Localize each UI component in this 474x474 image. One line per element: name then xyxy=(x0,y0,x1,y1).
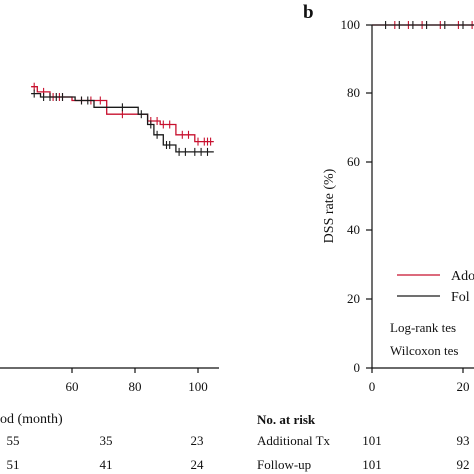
right-y-tick-label: 100 xyxy=(341,17,361,32)
legend-label-follow-up: Fol xyxy=(451,290,470,305)
right-y-tick-label: 0 xyxy=(354,360,361,375)
left-risk-value: 24 xyxy=(191,457,205,472)
left-risk-value: 23 xyxy=(191,433,204,448)
right-y-tick-label: 60 xyxy=(347,154,360,169)
risk-table-title: No. at risk xyxy=(257,412,316,427)
right-y-tick-label: 80 xyxy=(347,85,360,100)
left-risk-value: 41 xyxy=(100,457,113,472)
left-x-tick-label: 100 xyxy=(188,379,208,394)
right-risk-value: 92 xyxy=(457,457,470,472)
left-x-axis-label: od (month) xyxy=(0,412,63,427)
left-risk-value: 55 xyxy=(7,433,20,448)
wilcoxon-test-text: Wilcoxon tes xyxy=(390,343,458,358)
left-x-tick-label: 60 xyxy=(66,379,79,394)
right-risk-value: 101 xyxy=(362,457,382,472)
left-curves xyxy=(31,82,214,156)
risk-row-label-follow-up: Follow-up xyxy=(257,457,311,472)
right-y-tick-label: 20 xyxy=(347,291,360,306)
right-x-tick-label: 20 xyxy=(457,379,470,394)
right-curves xyxy=(372,21,474,29)
left-survival-curve-follow-up xyxy=(31,92,214,153)
left-survival-curve-additional xyxy=(31,86,214,143)
panel-label-b: b xyxy=(303,2,314,23)
right-risk-value: 93 xyxy=(457,433,470,448)
log-rank-test-text: Log-rank tes xyxy=(390,320,456,335)
right-y-tick-label: 40 xyxy=(347,222,360,237)
left-risk-value: 51 xyxy=(7,457,20,472)
legend-label-additional: Ado xyxy=(451,269,474,284)
left-x-tick-label: 80 xyxy=(129,379,142,394)
left-panel: 60 80 100 od (month) 55 35 23 51 41 24 xyxy=(0,82,219,472)
right-risk-value: 101 xyxy=(362,433,382,448)
left-risk-value: 35 xyxy=(100,433,113,448)
risk-row-label-additional: Additional Tx xyxy=(257,433,331,448)
right-x-tick-label: 0 xyxy=(369,379,376,394)
right-y-axis-label: DSS rate (%) xyxy=(322,168,337,243)
right-panel: b DSS rate (%) 0 20 40 60 80 100 0 20 Ad… xyxy=(257,2,474,472)
